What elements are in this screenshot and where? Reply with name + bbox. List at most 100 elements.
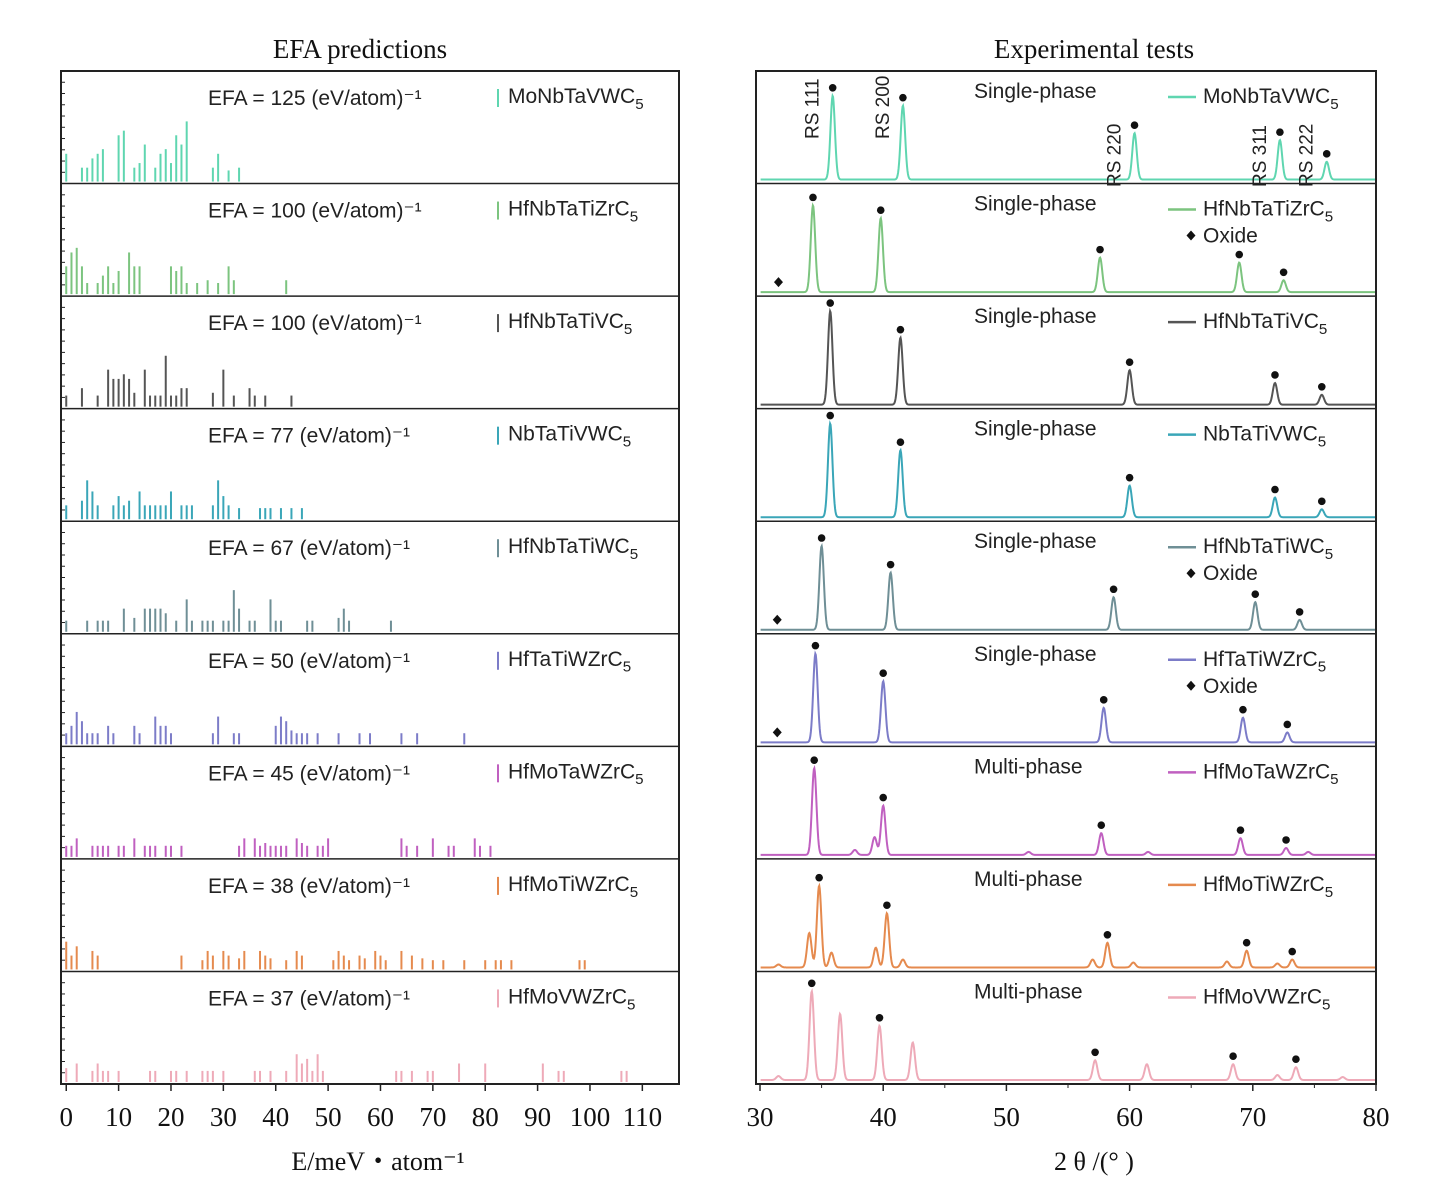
x-tick-label: 70: [419, 1102, 446, 1132]
efa-value-label: EFA = 37 (eV/atom)⁻¹: [208, 987, 410, 1010]
legend-label-subscript: 5: [635, 96, 643, 113]
phase-peak-marker: [1271, 485, 1279, 494]
xrd-pattern-line: [760, 92, 1376, 181]
oxide-peak-marker: [772, 614, 782, 625]
x-tick-label: 90: [524, 1102, 551, 1132]
legend-label-main: HfMoTiWZrC: [508, 873, 630, 896]
left-panel-title: EFA predictions: [273, 34, 447, 64]
efa-unit: (eV/atom)⁻¹: [294, 875, 410, 898]
legend-label-main: HfNbTaTiVC: [508, 310, 624, 333]
right-x-axis-label: 2 θ /(° ): [1054, 1147, 1134, 1176]
oxide-peak-marker: [772, 727, 782, 738]
legend-label-subscript: 5: [1318, 659, 1326, 676]
xrd-pattern-line: [760, 542, 1376, 631]
legend-label-subscript: 5: [1318, 434, 1326, 451]
legend-label-subscript: 5: [630, 546, 638, 563]
legend-label-main: HfNbTaTiWC: [508, 535, 630, 558]
efa-value-label: EFA = 45 (eV/atom)⁻¹: [208, 762, 410, 785]
efa-row-HfMoTiWZrC5: EFA = 38 (eV/atom)⁻¹ HfMoTiWZrC5: [61, 858, 679, 970]
oxide-legend-marker: [1186, 680, 1196, 691]
xrd-row-HfMoTaWZrC5: Multi-phase HfMoTaWZrC5: [756, 745, 1376, 856]
phase-peak-marker: [896, 438, 905, 447]
legend-label-main: MoNbTaVWC: [508, 85, 635, 108]
x-tick-label: 0: [59, 1102, 73, 1132]
reflection-label: RS 220: [1105, 124, 1126, 187]
experimental-tests-panel: Experimental tests Single-phase MoNbTaVWC…: [747, 34, 1390, 1176]
phase-peak-marker: [1276, 128, 1284, 136]
legend-label-main: HfMoTaWZrC: [1203, 760, 1330, 783]
phase-peak-marker: [876, 206, 885, 214]
legend-label-subscript: 5: [1330, 771, 1338, 788]
x-tick-label: 30: [747, 1102, 774, 1132]
efa-value: EFA = 100: [208, 200, 306, 223]
efa-row-HfMoTaWZrC5: EFA = 45 (eV/atom)⁻¹ HfMoTaWZrC5: [61, 745, 679, 857]
efa-row-NbTaTiVWC5: EFA = 77 (eV/atom)⁻¹ NbTaTiVWC5: [61, 407, 679, 520]
legend-label: HfMoTiWZrC5: [1203, 873, 1333, 901]
x-tick-label: 80: [1363, 1102, 1390, 1132]
phase-peak-marker: [1288, 947, 1297, 956]
phase-label: Single-phase: [974, 530, 1097, 553]
x-tick-label: 100: [570, 1102, 611, 1132]
legend-label-subscript: 5: [623, 434, 631, 451]
phase-peak-marker: [1295, 608, 1304, 616]
phase-peak-marker: [886, 560, 895, 569]
efa-row-HfNbTaTiVC5: EFA = 100 (eV/atom)⁻¹ HfNbTaTiVC5: [61, 295, 679, 407]
x-tick-label: 40: [870, 1102, 897, 1132]
legend-label: NbTaTiVWC5: [1203, 423, 1326, 451]
legend-label: HfMoTaWZrC5: [508, 760, 644, 788]
efa-row-HfMoVWZrC5: EFA = 37 (eV/atom)⁻¹ HfMoVWZrC5: [61, 970, 679, 1082]
reflection-label: RS 222: [1297, 124, 1318, 187]
legend-label: HfMoTaWZrC5: [1203, 760, 1339, 788]
left-x-axis-label: E/meV・atom⁻¹: [291, 1147, 464, 1176]
phase-label: Single-phase: [974, 193, 1097, 216]
efa-unit: (eV/atom)⁻¹: [294, 425, 410, 448]
x-tick-label: 80: [472, 1102, 499, 1132]
efa-value: EFA = 77: [208, 425, 294, 448]
phase-peak-marker: [1235, 250, 1244, 259]
legend-label-main: HfNbTaTiVC: [1203, 310, 1319, 333]
x-tick-label: 30: [210, 1102, 237, 1132]
phase-peak-marker: [1125, 473, 1134, 482]
phase-peak-marker: [1236, 826, 1245, 834]
xrd-pattern-line: [760, 764, 1376, 856]
efa-row-HfNbTaTiWC5: EFA = 67 (eV/atom)⁻¹ HfNbTaTiWC5: [61, 520, 679, 632]
phase-peak-marker: [807, 979, 816, 988]
phase-peak-marker: [1271, 371, 1279, 379]
legend-label-main: HfNbTaTiWC: [1203, 535, 1325, 558]
efa-value-label: EFA = 50 (eV/atom)⁻¹: [208, 650, 410, 673]
legend-label-main: HfNbTaTiZrC: [508, 198, 630, 221]
legend-label-subscript: 5: [1325, 546, 1333, 563]
legend-label: HfTaTiWZrC5: [1203, 648, 1326, 676]
x-tick-label: 70: [1239, 1102, 1266, 1132]
phase-peak-marker: [1292, 1055, 1300, 1063]
legend-label: HfMoTiWZrC5: [508, 873, 638, 901]
efa-predictions-panel: EFA predictions EFA = 125 (eV/atom)⁻¹ MoN…: [59, 34, 680, 1176]
efa-value-label: EFA = 38 (eV/atom)⁻¹: [208, 875, 410, 898]
phase-peak-marker: [1242, 938, 1251, 947]
efa-value: EFA = 100: [208, 312, 306, 335]
legend-label: HfMoVWZrC5: [1203, 985, 1330, 1013]
reflection-label: RS 200: [873, 76, 894, 139]
phase-peak-marker: [1282, 836, 1290, 844]
efa-row-HfTaTiWZrC5: EFA = 50 (eV/atom)⁻¹ HfTaTiWZrC5: [61, 633, 679, 745]
legend-label: MoNbTaVWC5: [508, 85, 644, 113]
phase-peak-marker: [1109, 585, 1118, 594]
phase-peak-marker: [1229, 1052, 1237, 1061]
reflection-label: RS 311: [1250, 125, 1271, 187]
phase-label: Multi-phase: [974, 980, 1083, 1003]
xrd-pattern-line: [760, 420, 1376, 519]
legend-label-main: HfTaTiWZrC: [508, 648, 623, 671]
legend-label-main: HfMoTiWZrC: [1203, 873, 1325, 896]
legend-label-subscript: 5: [624, 321, 632, 338]
xrd-row-NbTaTiVWC5: Single-phase NbTaTiVWC5: [756, 407, 1376, 519]
phase-peak-marker: [1283, 720, 1292, 729]
reflection-labels: RS 111 RS 200 RS 220 RS 311 RS 222: [803, 76, 1318, 187]
legend-label-main: NbTaTiVWC: [508, 423, 623, 446]
phase-label: Single-phase: [974, 643, 1097, 666]
x-tick-label: 20: [157, 1102, 184, 1132]
phase-label: Multi-phase: [974, 755, 1083, 778]
phase-peak-marker: [1239, 705, 1247, 714]
